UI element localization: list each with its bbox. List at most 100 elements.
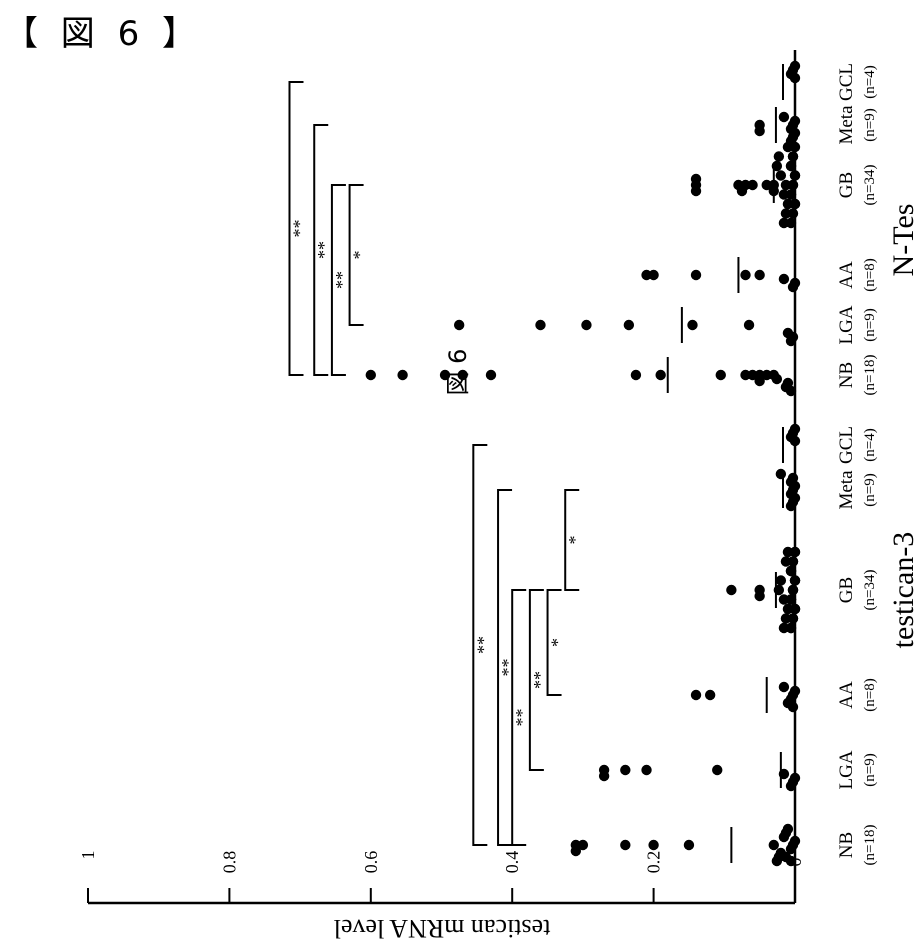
data-point — [786, 594, 796, 604]
significance-bracket: ** — [498, 490, 518, 845]
data-point — [788, 151, 798, 161]
y-axis-label: testican mRNA level — [334, 914, 551, 943]
panels: NB (n=18) LGA (n=9) AA (n=8) GB (n=34) Meta (n=9)… — [289, 61, 920, 866]
category-label: NB — [836, 362, 857, 388]
data-point — [776, 469, 786, 479]
category-n-label: (n=18) — [862, 825, 878, 866]
category-label: GCL — [836, 63, 857, 101]
data-point — [774, 151, 784, 161]
data-point — [747, 180, 757, 190]
data-point — [366, 370, 376, 380]
data-point — [769, 840, 779, 850]
category-label: GB — [836, 577, 857, 603]
category-nb: NB (n=18) — [571, 824, 878, 866]
data-point — [788, 208, 798, 218]
tick-label: 0.4 — [502, 851, 522, 874]
data-point — [786, 386, 796, 396]
data-point — [535, 320, 545, 330]
data-point — [779, 682, 789, 692]
category-n-label: (n=9) — [862, 308, 878, 341]
data-point — [779, 274, 789, 284]
data-point — [790, 575, 800, 585]
data-point — [691, 690, 701, 700]
category-n-label: (n=8) — [862, 678, 878, 711]
data-point — [786, 136, 796, 146]
category-aa: AA (n=8) — [641, 257, 878, 293]
data-point — [458, 370, 468, 380]
data-point — [786, 566, 796, 576]
data-point — [440, 370, 450, 380]
data-point — [624, 320, 634, 330]
data-point — [790, 170, 800, 180]
data-point — [754, 270, 764, 280]
significance-mark: ** — [498, 659, 518, 677]
data-point — [788, 613, 798, 623]
data-point — [648, 270, 658, 280]
data-point — [786, 189, 796, 199]
category-n-label: (n=9) — [862, 473, 878, 506]
data-point — [790, 547, 800, 557]
category-label: LGA — [836, 750, 857, 789]
data-point — [620, 840, 630, 850]
panel-n-tes: NB(n=18)LGA(n=9)AA(n=8)GB(n=34)Meta(n=9)… — [289, 61, 920, 396]
data-point — [397, 370, 407, 380]
data-point — [776, 575, 786, 585]
tick-label: 0.8 — [219, 851, 239, 874]
data-point — [684, 840, 694, 850]
data-point — [691, 186, 701, 196]
tick-label: 1 — [78, 851, 98, 860]
category-n-label: (n=4) — [862, 65, 878, 98]
significance-mark: ** — [473, 636, 493, 654]
data-point — [790, 436, 800, 446]
data-point — [786, 623, 796, 633]
data-point — [712, 765, 722, 775]
category-label: NB — [836, 832, 857, 858]
data-point — [790, 199, 800, 209]
data-point — [786, 856, 796, 866]
data-point — [788, 180, 798, 190]
category-label: AA — [836, 261, 857, 289]
testican-dot-plot: 図 6 testican mRNA level 00.20.40.60.81 N… — [0, 0, 920, 947]
data-point — [687, 320, 697, 330]
category-n-label: (n=34) — [862, 570, 878, 611]
data-point — [716, 370, 726, 380]
data-point — [726, 585, 736, 595]
significance-bracket: ** — [289, 82, 309, 375]
significance-bracket: * — [548, 590, 568, 695]
data-point — [786, 161, 796, 171]
data-point — [786, 218, 796, 228]
category-label: LGA — [836, 305, 857, 344]
data-point — [648, 840, 658, 850]
category-lga: LGA (n=9) — [454, 305, 878, 346]
category-n-label: (n=18) — [862, 355, 878, 396]
data-point — [779, 112, 789, 122]
significance-bracket: * — [565, 490, 585, 590]
data-point — [779, 832, 789, 842]
category-label: Meta — [836, 470, 857, 510]
category-gcl: GCL(n=4) — [783, 424, 878, 464]
data-point — [788, 585, 798, 595]
data-point — [691, 270, 701, 280]
data-point — [786, 781, 796, 791]
data-point — [691, 174, 701, 184]
category-label: AA — [836, 681, 857, 709]
panel-title: testican-3 — [887, 532, 920, 649]
category-aa: AA (n=8) — [691, 677, 878, 713]
data-point — [776, 170, 786, 180]
category-n-label: (n=34) — [862, 165, 878, 206]
significance-mark: * — [350, 251, 370, 260]
significance-mark: * — [565, 536, 585, 545]
category-gcl: GCL (n=4) — [783, 61, 878, 101]
data-point — [744, 320, 754, 330]
significance-bracket: ** — [473, 445, 493, 845]
data-point — [486, 370, 496, 380]
category-meta: Meta (n=9) — [776, 469, 878, 511]
data-point — [620, 765, 630, 775]
category-lga: LGA (n=9) — [599, 750, 878, 791]
panel-testican-3: NB (n=18) LGA (n=9) AA (n=8) GB (n=34) Meta (n=9)… — [473, 424, 920, 866]
category-n-label: (n=9) — [862, 753, 878, 786]
significance-mark: * — [548, 638, 568, 647]
data-point — [754, 591, 764, 601]
category-n-label: (n=8) — [862, 258, 878, 291]
category-n-label: (n=9) — [862, 108, 878, 141]
